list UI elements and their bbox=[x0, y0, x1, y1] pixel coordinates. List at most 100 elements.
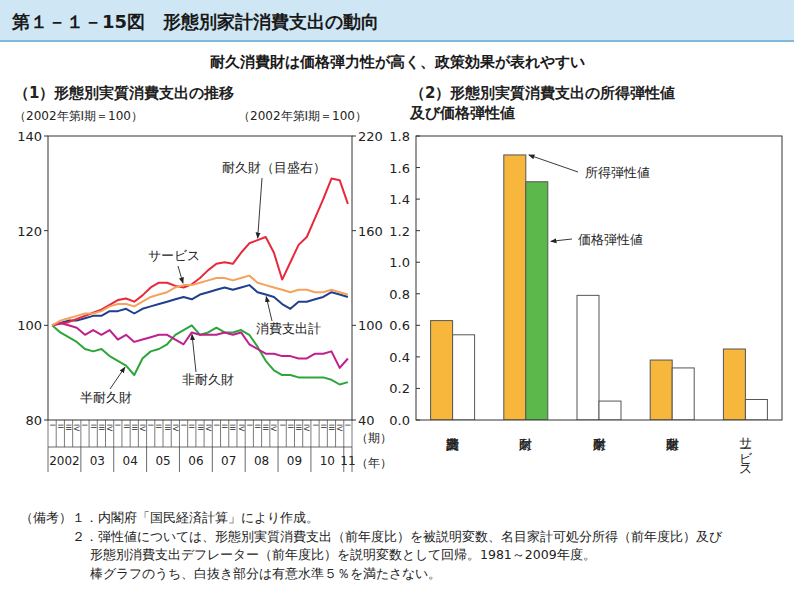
x-tick-label: III bbox=[163, 424, 172, 431]
x-tick-label: IV bbox=[105, 424, 114, 432]
x-tick-label: 耐久財 bbox=[518, 438, 531, 451]
y-tick bbox=[44, 136, 48, 137]
x-axis-label: （期） bbox=[356, 431, 392, 445]
y2-tick-label: 100 bbox=[358, 318, 383, 333]
y-tick-label: 140 bbox=[17, 129, 42, 144]
x-tick-label: IV bbox=[269, 424, 278, 432]
x-tick-label: I bbox=[343, 424, 352, 426]
x-tick-label: IV bbox=[335, 424, 344, 432]
y-tick bbox=[416, 325, 420, 326]
bar bbox=[672, 368, 694, 420]
bar bbox=[526, 182, 548, 420]
y-tick-label: 120 bbox=[17, 224, 42, 239]
x-tick-label: I bbox=[245, 424, 254, 426]
year-label: 11 bbox=[340, 454, 355, 468]
year-label: 04 bbox=[123, 454, 138, 468]
series-label: 価格弾性値 bbox=[578, 232, 643, 247]
y-tick-label: 1.4 bbox=[389, 192, 410, 207]
bar bbox=[650, 360, 672, 420]
note: １．内閣府「国民経済計算」により作成。 bbox=[72, 510, 319, 525]
chart-title: （2）形態別実質消費支出の所得弾性値 bbox=[410, 84, 675, 102]
x-tick-label: I bbox=[179, 424, 188, 426]
chart-title: 及び価格弾性値 bbox=[409, 104, 515, 122]
figure: 第１－１－15図 形態別家計消費支出の動向耐久消費財は価格弾力性が高く、政策効果… bbox=[0, 0, 794, 591]
x-tick-label: I bbox=[48, 424, 57, 426]
year-label: 09 bbox=[287, 454, 302, 468]
bar bbox=[431, 321, 453, 420]
series-label: 所得弾性値 bbox=[585, 165, 650, 180]
series-label: 非耐久財 bbox=[182, 372, 234, 387]
notes-label: （備考） bbox=[20, 510, 72, 525]
x-tick-label: I bbox=[311, 424, 320, 426]
y2-tick bbox=[352, 420, 356, 421]
x-tick-label: III bbox=[228, 424, 237, 431]
y-tick bbox=[416, 167, 420, 168]
note: 棒グラフのうち、白抜き部分は有意水準５％を満たさない。 bbox=[90, 566, 441, 581]
y-tick bbox=[416, 262, 420, 263]
plot-lines bbox=[52, 179, 348, 385]
bar bbox=[453, 335, 475, 420]
y2-tick-label: 40 bbox=[358, 413, 375, 428]
x-tick-label: I bbox=[212, 424, 221, 426]
year-separator bbox=[278, 447, 279, 472]
y-tick bbox=[44, 230, 48, 231]
x-tick-label: III bbox=[261, 424, 270, 431]
x-tick-label: II bbox=[187, 424, 196, 428]
label-arrow bbox=[110, 367, 125, 389]
x-tick-label: II bbox=[319, 424, 328, 428]
plot-bars bbox=[431, 155, 768, 420]
x-tick-label: III bbox=[327, 424, 336, 431]
x-tick-label: II bbox=[122, 424, 131, 428]
label-arrow bbox=[192, 334, 196, 372]
note: 形態別消費支出デフレーター（前年度比）を説明変数として回帰。1981～2009年… bbox=[90, 547, 596, 562]
y-tick-label: 0.4 bbox=[389, 350, 410, 365]
series-line bbox=[52, 285, 348, 325]
y-tick-label: 80 bbox=[25, 413, 42, 428]
y-tick-label: 0.8 bbox=[389, 287, 410, 302]
year-separator bbox=[352, 447, 353, 472]
x-tick-label: III bbox=[294, 424, 303, 431]
series-line bbox=[52, 179, 348, 326]
y2-axis-label: （2002年第Ⅰ期＝100） bbox=[238, 109, 367, 123]
bar bbox=[745, 399, 767, 420]
x-tick-label: 半耐久財 bbox=[592, 438, 605, 451]
bar bbox=[504, 155, 526, 420]
y-tick-label: 1.8 bbox=[389, 129, 410, 144]
year-separator bbox=[179, 447, 180, 472]
y2-tick bbox=[352, 325, 356, 326]
x-tick-label: III bbox=[64, 424, 73, 431]
x-tick-label: 消費支出計 bbox=[445, 438, 458, 451]
y-tick-label: 100 bbox=[17, 318, 42, 333]
y-tick bbox=[416, 293, 420, 294]
label-arrow bbox=[266, 297, 272, 321]
x-tick-label: IV bbox=[138, 424, 147, 432]
x-tick-label: IV bbox=[204, 424, 213, 432]
year-label: 2002 bbox=[49, 454, 80, 468]
figure-title: 第１－１－15図 形態別家計消費支出の動向 bbox=[11, 11, 379, 32]
x-tick-label: IV bbox=[171, 424, 180, 432]
bar-chart: （2）形態別実質消費支出の所得弾性値及び価格弾性値0.00.20.40.60.8… bbox=[389, 84, 782, 474]
bar bbox=[723, 349, 745, 420]
x-tick-label: 非耐久財 bbox=[665, 438, 678, 451]
x-axis-label-year: （年） bbox=[356, 456, 392, 470]
series-label: サービス bbox=[148, 248, 200, 263]
y-tick-label: 1.0 bbox=[389, 255, 410, 270]
bar bbox=[577, 295, 599, 420]
y-tick bbox=[416, 230, 420, 231]
year-label: 06 bbox=[188, 454, 203, 468]
year-separator bbox=[80, 447, 81, 472]
title-banner bbox=[0, 0, 794, 42]
x-tick-label: II bbox=[286, 424, 295, 428]
label-arrow bbox=[178, 266, 183, 283]
series-label: 耐久財（目盛右） bbox=[222, 160, 326, 175]
y-tick bbox=[416, 388, 420, 389]
y-axis-label: （2002年第Ⅰ期＝100） bbox=[14, 109, 143, 123]
year-separator bbox=[212, 447, 213, 472]
y2-tick bbox=[352, 230, 356, 231]
year-separator bbox=[113, 447, 114, 472]
x-tick-label: IV bbox=[237, 424, 246, 432]
x-tick-label: サービス bbox=[737, 428, 753, 474]
y-tick-label: 0.0 bbox=[389, 413, 410, 428]
plot-frame bbox=[416, 136, 782, 420]
x-tick-label: II bbox=[89, 424, 98, 428]
